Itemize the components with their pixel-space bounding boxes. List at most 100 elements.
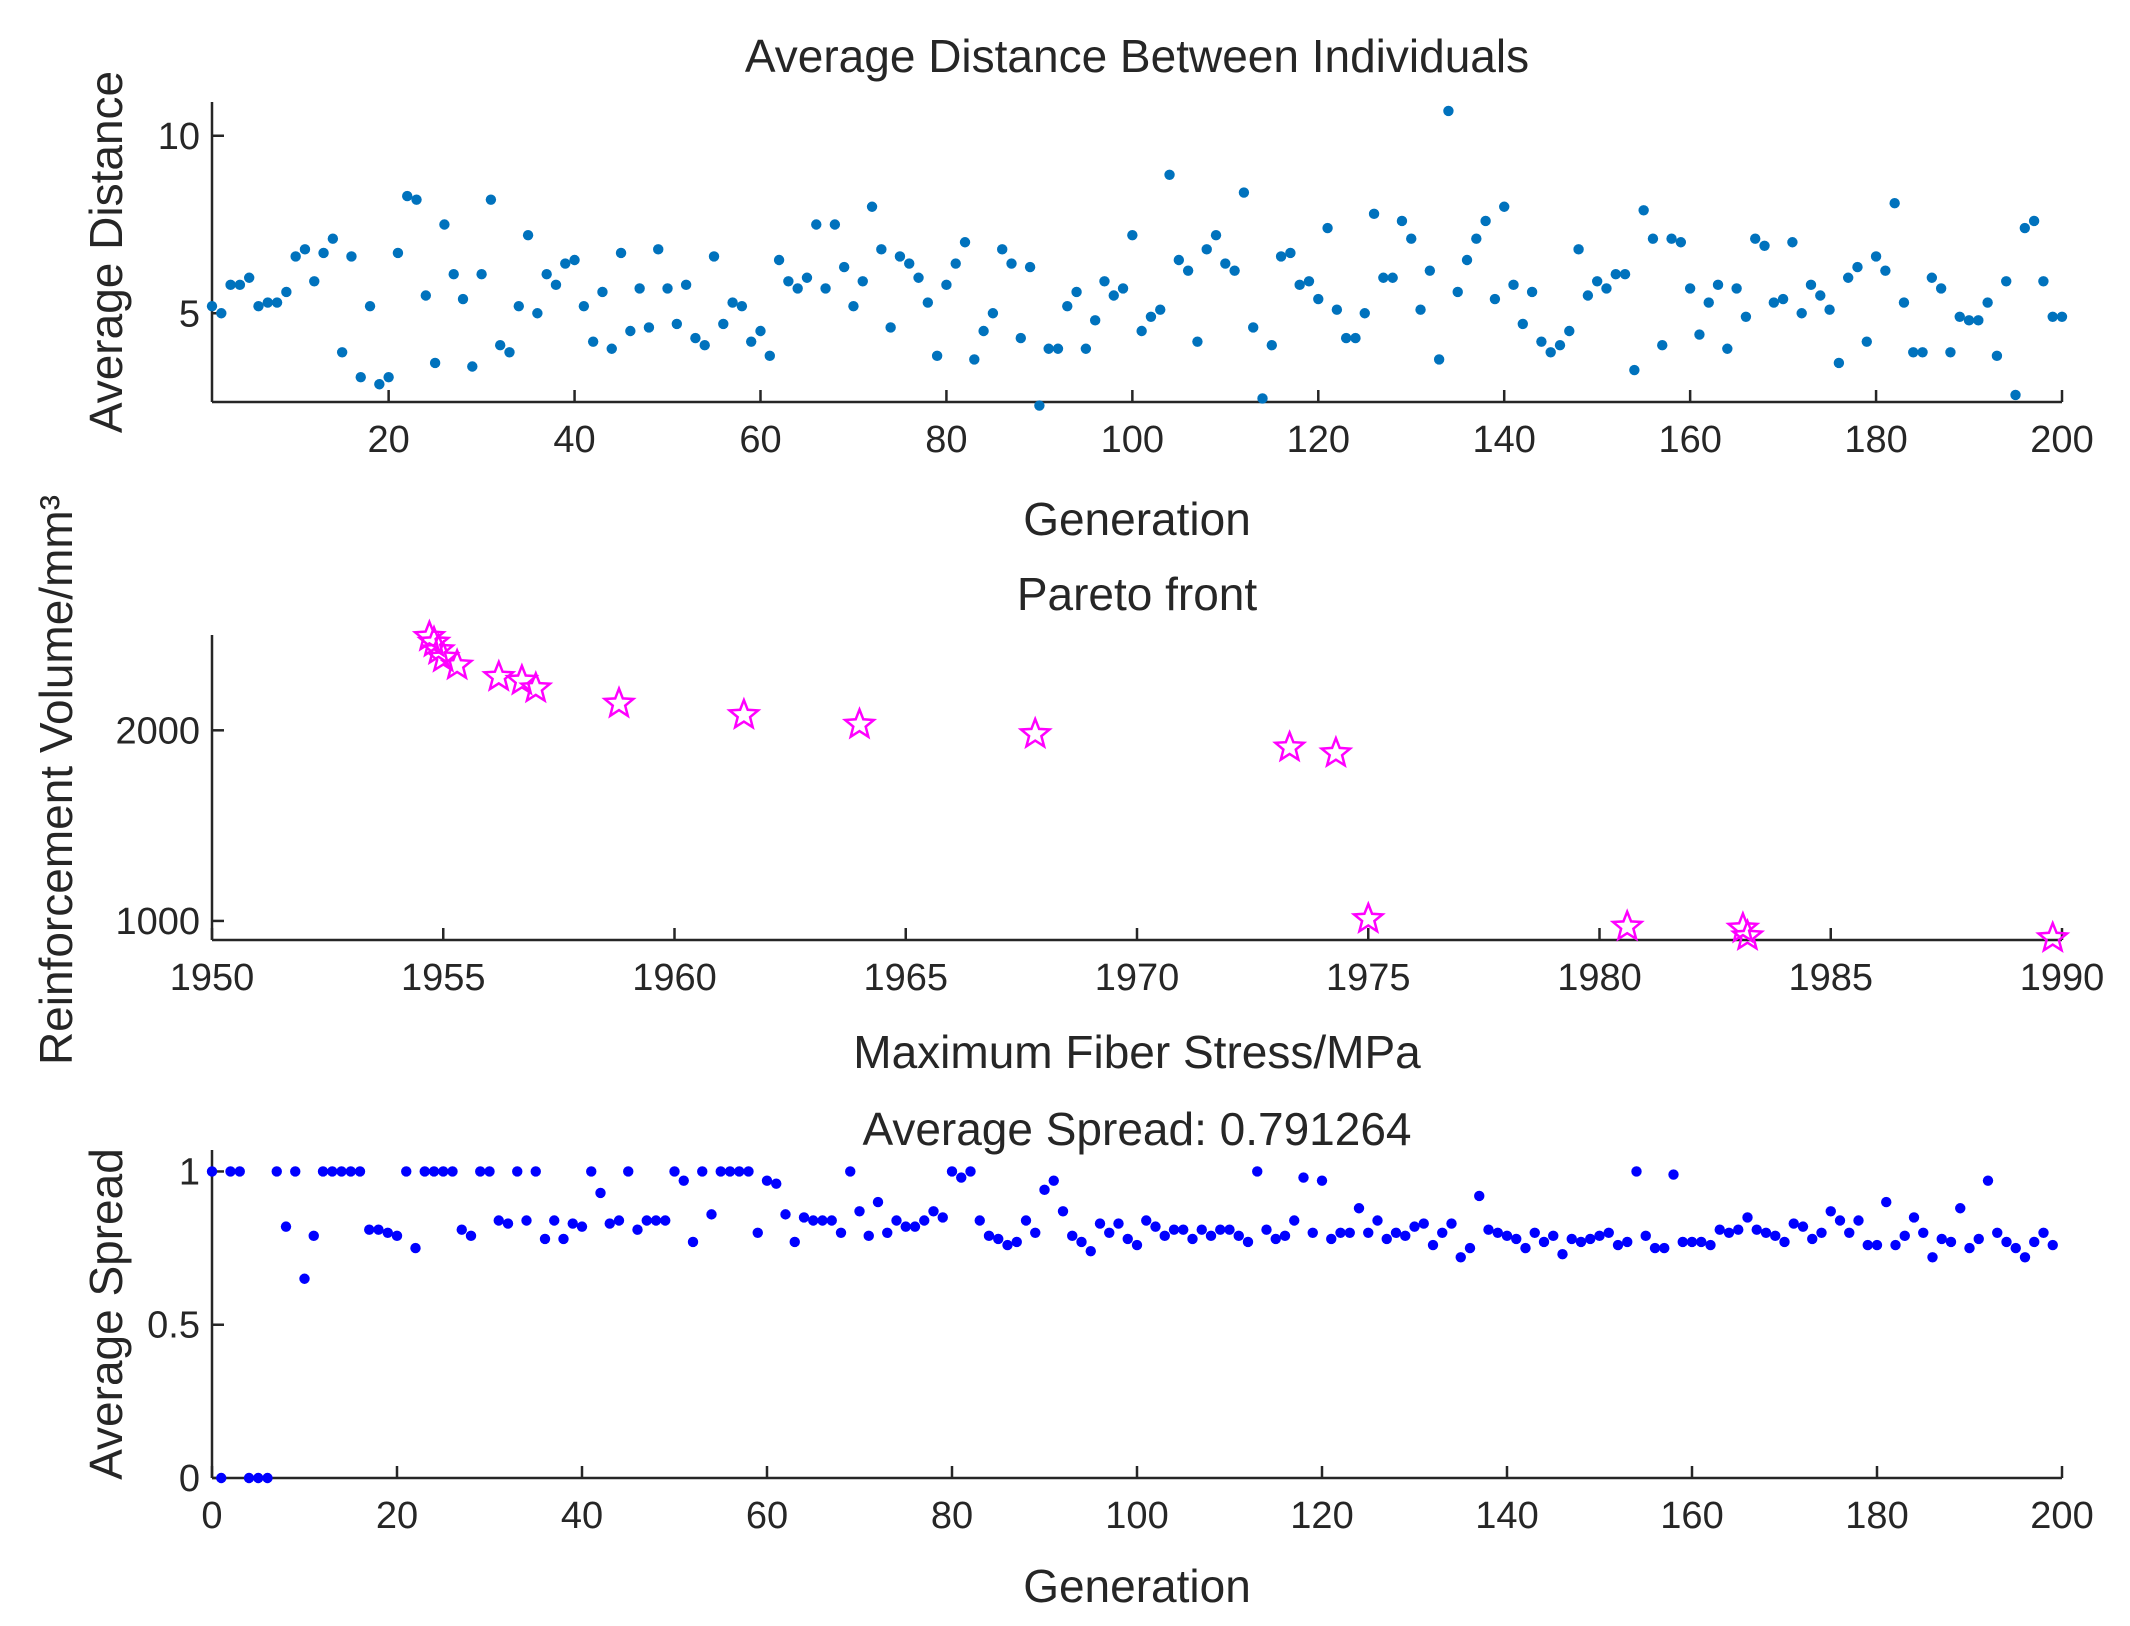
data-point xyxy=(1889,198,1900,209)
data-point xyxy=(560,258,571,269)
data-point xyxy=(1164,169,1175,180)
data-point xyxy=(1955,1203,1966,1214)
data-point xyxy=(798,1212,810,1223)
data-point xyxy=(1640,1230,1651,1242)
data-point xyxy=(234,279,246,291)
data-point xyxy=(1870,251,1882,262)
x-tick-label: 1960 xyxy=(632,957,717,999)
data-point xyxy=(465,1230,477,1242)
data-point xyxy=(792,283,803,294)
x-tick-label: 1980 xyxy=(1557,957,1642,999)
data-point xyxy=(567,1218,578,1229)
data-point xyxy=(811,219,822,230)
data-point xyxy=(539,1233,551,1245)
data-point xyxy=(550,279,562,291)
data-point xyxy=(978,325,989,337)
data-point xyxy=(1973,1233,1984,1245)
data-point-star xyxy=(421,631,457,666)
data-point xyxy=(1039,1184,1050,1196)
data-point xyxy=(1548,1230,1559,1242)
data-point xyxy=(587,336,599,347)
data-point xyxy=(1340,332,1352,344)
data-point xyxy=(1853,1215,1864,1226)
data-point xyxy=(429,357,441,369)
data-point xyxy=(854,1206,865,1217)
data-point xyxy=(1788,1218,1799,1229)
data-point xyxy=(1387,272,1398,283)
x-tick-label: 1955 xyxy=(401,957,486,999)
data-point xyxy=(336,347,348,358)
data-point xyxy=(576,1221,588,1232)
data-point xyxy=(1594,1230,1605,1242)
data-point xyxy=(457,293,469,305)
data-point xyxy=(956,1172,967,1183)
y-tick-label: 2000 xyxy=(115,710,200,752)
data-point xyxy=(1210,229,1222,241)
data-point xyxy=(243,272,255,283)
data-point xyxy=(959,237,971,248)
data-point xyxy=(1122,1233,1133,1245)
data-point xyxy=(623,1166,634,1177)
data-point xyxy=(1694,329,1705,340)
data-point xyxy=(1396,215,1408,227)
data-point xyxy=(439,219,450,230)
x-tick-label: 100 xyxy=(1105,1495,1168,1537)
data-point xyxy=(680,279,692,291)
data-point xyxy=(1844,1227,1855,1238)
data-point xyxy=(513,300,524,312)
x-axis-label: Generation xyxy=(1023,493,1251,545)
chart-title: Average Distance Between Individuals xyxy=(745,30,1529,82)
data-point-star xyxy=(726,696,762,730)
data-point xyxy=(904,258,915,269)
data-point xyxy=(1631,1166,1642,1177)
data-point-star xyxy=(425,639,461,673)
data-point xyxy=(1464,1242,1476,1254)
data-point xyxy=(1257,393,1268,404)
data-point xyxy=(467,361,478,372)
data-point xyxy=(1433,354,1445,365)
data-point xyxy=(401,1166,412,1177)
data-point xyxy=(2019,1252,2031,1263)
data-point xyxy=(1145,311,1157,322)
data-point-star xyxy=(1609,908,1645,942)
data-point xyxy=(1529,1227,1540,1238)
data-point xyxy=(317,1166,329,1177)
data-point xyxy=(1238,187,1250,198)
data-point xyxy=(687,1236,699,1248)
data-point xyxy=(428,1166,440,1177)
data-point xyxy=(493,1215,504,1226)
data-point xyxy=(1406,233,1417,244)
data-point xyxy=(1085,1245,1096,1257)
data-point xyxy=(1427,1239,1439,1251)
data-point xyxy=(309,276,320,287)
x-tick-label: 80 xyxy=(931,1495,973,1537)
data-point xyxy=(1455,1252,1466,1263)
data-point xyxy=(1768,297,1780,308)
data-point xyxy=(1538,1236,1550,1248)
chart-panel-spread: Average Spread: 0.791264 0 20 40 60 80 100 120… xyxy=(80,1103,2094,1612)
data-point xyxy=(1638,205,1649,216)
data-point xyxy=(2038,276,2049,287)
data-point xyxy=(1508,279,1519,291)
data-point xyxy=(650,1215,662,1226)
data-point xyxy=(1659,1242,1670,1254)
data-point xyxy=(604,1218,615,1229)
data-point xyxy=(1350,332,1361,344)
data-point xyxy=(983,1230,995,1242)
data-point xyxy=(2029,1236,2040,1248)
data-point xyxy=(504,347,515,358)
data-point xyxy=(1591,276,1603,287)
x-tick-label: 200 xyxy=(2030,419,2093,461)
data-point xyxy=(669,1166,680,1177)
x-tick-label: 1975 xyxy=(1326,957,1411,999)
data-point xyxy=(808,1215,819,1226)
data-point xyxy=(913,272,924,283)
x-tick-label: 180 xyxy=(1844,419,1907,461)
data-point xyxy=(1815,290,1826,301)
data-point xyxy=(1686,1236,1698,1248)
data-point xyxy=(1303,276,1315,287)
data-point-star xyxy=(1350,900,1386,935)
data-point xyxy=(838,261,850,273)
data-point xyxy=(1368,208,1380,220)
data-point xyxy=(336,1166,347,1177)
